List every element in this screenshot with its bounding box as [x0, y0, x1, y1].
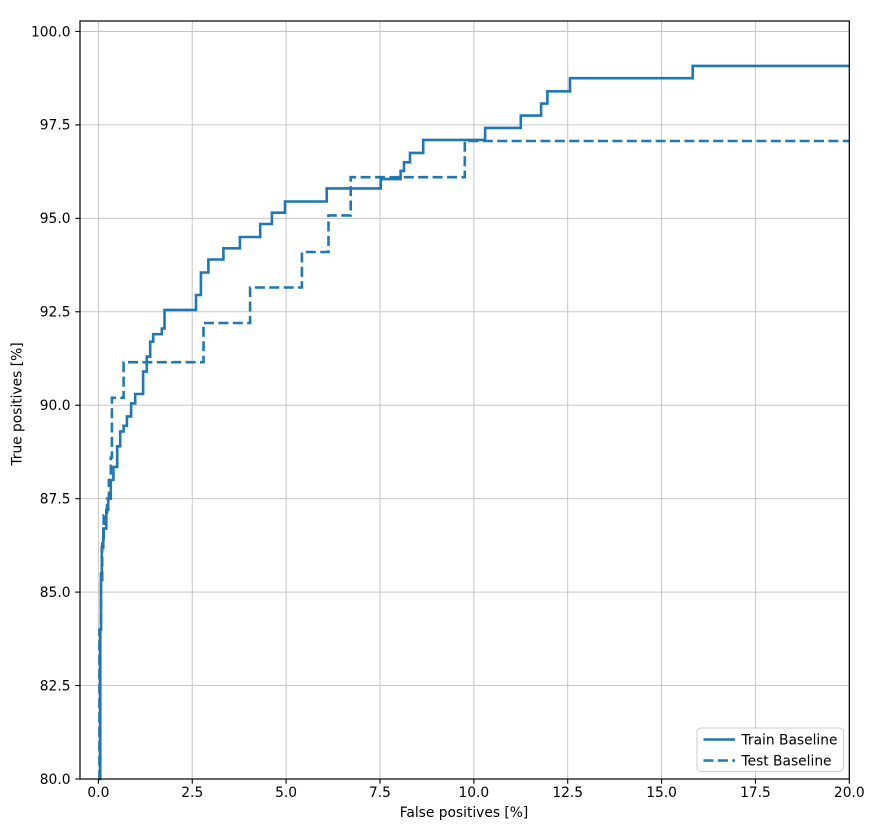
y-axis-label: True positives [%] — [9, 342, 26, 466]
x-tick-label: 2.5 — [181, 785, 203, 801]
x-tick-label: 12.5 — [552, 785, 583, 801]
tick-labels: 0.0 2.5 5.0 7.5 10.0 12.5 15.0 17.5 20.0 80.0 82.5… — [31, 24, 865, 801]
legend-label-train-baseline: Train Baseline — [741, 732, 838, 748]
y-tick-label: 85.0 — [40, 585, 71, 601]
test-baseline-line — [98, 139, 850, 781]
y-tick-label: 100.0 — [31, 24, 71, 40]
x-tick-label: 5.0 — [275, 785, 297, 801]
grid — [80, 21, 850, 780]
axes-spines — [79, 20, 850, 780]
train-baseline-line — [98, 64, 850, 781]
x-tick-label: 15.0 — [646, 785, 677, 801]
x-tick-label: 7.5 — [369, 785, 391, 801]
y-tick-label: 90.0 — [40, 398, 71, 414]
y-tick-label: 80.0 — [40, 772, 71, 788]
x-tick-label: 20.0 — [834, 785, 865, 801]
x-tick-label: 17.5 — [740, 785, 771, 801]
y-tick-label: 97.5 — [40, 118, 71, 134]
x-axis-label: False positives [%] — [399, 805, 529, 821]
tick-marks — [75, 30, 850, 784]
y-tick-label: 92.5 — [40, 305, 71, 321]
legend-label-test-baseline: Test Baseline — [741, 753, 832, 769]
x-tick-label: 0.0 — [87, 785, 109, 801]
x-tick-label: 10.0 — [458, 785, 489, 801]
y-tick-label: 82.5 — [40, 678, 71, 694]
y-tick-label: 95.0 — [40, 211, 71, 227]
y-tick-label: 87.5 — [40, 491, 71, 507]
legend: Train Baseline Test Baseline — [696, 727, 844, 772]
